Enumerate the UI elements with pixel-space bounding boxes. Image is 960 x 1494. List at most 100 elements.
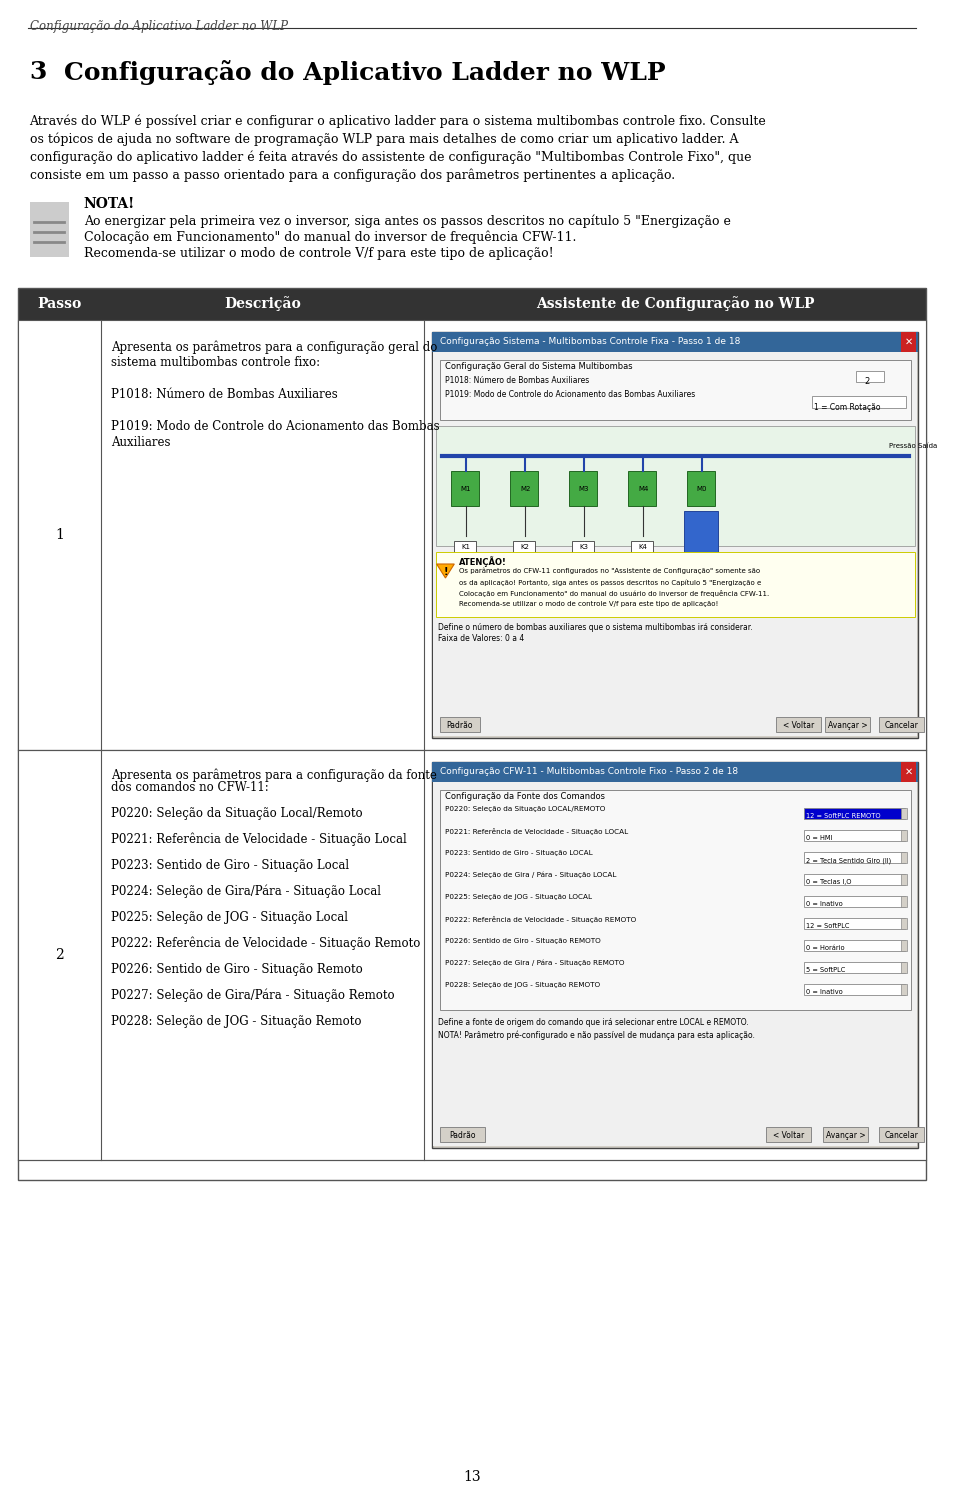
Bar: [511, 471, 538, 506]
Text: 3: 3: [30, 60, 47, 84]
Text: Apresenta os parâmetros para a configuração geral do: Apresenta os parâmetros para a configura…: [111, 341, 438, 354]
Text: Recomenda-se utilizar o modo de controle V/f para este tipo de aplicação!: Recomenda-se utilizar o modo de controle…: [459, 601, 719, 607]
Text: Configuração Geral do Sistema Multibombas: Configuração Geral do Sistema Multibomba…: [445, 362, 633, 371]
Text: < Voltar: < Voltar: [782, 720, 814, 729]
Text: P0227: Seleção de Gira/Pára - Situação Remoto: P0227: Seleção de Gira/Pára - Situação R…: [111, 989, 395, 1002]
Text: os da aplicação! Portanto, siga antes os passos descritos no Capítulo 5 "Energiz: os da aplicação! Portanto, siga antes os…: [459, 580, 761, 586]
Bar: [812, 396, 905, 408]
Bar: [900, 896, 906, 907]
Text: P0227: Seleção de Gira / Pára - Situação REMOTO: P0227: Seleção de Gira / Pára - Situação…: [445, 961, 625, 967]
Text: 2 = Tecla Sentido Giro (II): 2 = Tecla Sentido Giro (II): [806, 858, 892, 864]
Text: Define a fonte de origem do comando que irá selecionar entre LOCAL e REMOTO.: Define a fonte de origem do comando que …: [438, 1017, 749, 1026]
Text: P1019: Modo de Controle do Acionamento das Bombas Auxiliares: P1019: Modo de Controle do Acionamento d…: [445, 390, 696, 399]
Bar: [900, 852, 906, 864]
Text: M2: M2: [520, 486, 530, 492]
Bar: [900, 985, 906, 995]
Bar: [804, 808, 904, 819]
Bar: [825, 717, 871, 732]
Bar: [900, 762, 917, 781]
Bar: [687, 471, 715, 506]
Bar: [440, 360, 911, 420]
Text: Configuração CFW-11 - Multibombas Controle Fixo - Passo 2 de 18: Configuração CFW-11 - Multibombas Contro…: [440, 768, 737, 777]
Bar: [804, 896, 904, 907]
Bar: [440, 1126, 485, 1141]
Text: P0226: Sentido de Giro - Situação Remoto: P0226: Sentido de Giro - Situação Remoto: [111, 964, 363, 976]
Text: M4: M4: [637, 486, 648, 492]
Bar: [879, 717, 924, 732]
Text: 0 = Horário: 0 = Horário: [806, 946, 845, 952]
Text: ATENÇÃO!: ATENÇÃO!: [459, 556, 507, 566]
Text: ✕: ✕: [904, 338, 913, 347]
Text: 0 = Teclas I,O: 0 = Teclas I,O: [806, 878, 852, 884]
Text: P0221: Referência de Velocidade - Situação Local: P0221: Referência de Velocidade - Situaç…: [111, 834, 407, 847]
Text: P0225: Seleção de JOG - Situação LOCAL: P0225: Seleção de JOG - Situação LOCAL: [445, 893, 592, 899]
Text: 5 = SoftPLC: 5 = SoftPLC: [806, 967, 846, 973]
Text: Configuração do Aplicativo Ladder no WLP: Configuração do Aplicativo Ladder no WLP: [64, 60, 665, 85]
Text: consiste em um passo a passo orientado para a configuração dos parâmetros pertin: consiste em um passo a passo orientado p…: [30, 169, 675, 182]
Text: NOTA!: NOTA!: [84, 197, 134, 211]
Bar: [776, 717, 821, 732]
Bar: [804, 940, 904, 952]
Text: P0223: Sentido de Giro - Situação Local: P0223: Sentido de Giro - Situação Local: [111, 859, 349, 872]
Bar: [804, 985, 904, 995]
Bar: [900, 808, 906, 819]
Text: Os parâmetros do CFW-11 configurados no "Assistente de Configuração" somente são: Os parâmetros do CFW-11 configurados no …: [459, 568, 760, 575]
Text: Avançar >: Avançar >: [826, 1131, 866, 1140]
Text: 2: 2: [55, 949, 64, 962]
Text: Configuração do Aplicativo Ladder no WLP: Configuração do Aplicativo Ladder no WLP: [30, 19, 287, 33]
Bar: [17, 288, 926, 320]
Text: P0220: Seleção da Situação LOCAL/REMOTO: P0220: Seleção da Situação LOCAL/REMOTO: [445, 805, 606, 813]
Text: P0224: Seleção de Gira / Pára - Situação LOCAL: P0224: Seleção de Gira / Pára - Situação…: [445, 872, 617, 878]
Text: Cancelar: Cancelar: [885, 720, 919, 729]
Bar: [17, 288, 926, 1180]
Bar: [440, 790, 911, 1010]
Bar: [440, 717, 480, 732]
Bar: [454, 541, 476, 556]
Text: Colocação em Funcionamento" do manual do inversor de frequência CFW-11.: Colocação em Funcionamento" do manual do…: [84, 232, 576, 245]
Text: Faixa de Valores: 0 a 4: Faixa de Valores: 0 a 4: [438, 633, 524, 642]
Text: P0226: Sentido de Giro - Situação REMOTO: P0226: Sentido de Giro - Situação REMOTO: [445, 938, 601, 944]
Bar: [856, 371, 884, 382]
Text: Descrição: Descrição: [225, 296, 300, 311]
Bar: [804, 874, 904, 884]
Bar: [30, 202, 69, 257]
Text: dos comandos no CFW-11:: dos comandos no CFW-11:: [111, 781, 269, 793]
Text: P0225: Seleção de JOG - Situação Local: P0225: Seleção de JOG - Situação Local: [111, 911, 348, 923]
Text: 0 = Inativo: 0 = Inativo: [806, 901, 843, 907]
Bar: [432, 762, 919, 1147]
Text: Ao energizar pela primeira vez o inversor, siga antes os passos descritos no cap: Ao energizar pela primeira vez o inverso…: [84, 215, 731, 229]
Text: !: !: [444, 568, 447, 577]
Text: M1: M1: [461, 486, 471, 492]
Text: Apresenta os parâmetros para a configuração da fonte: Apresenta os parâmetros para a configura…: [111, 768, 437, 781]
Bar: [804, 917, 904, 929]
Text: < Voltar: < Voltar: [773, 1131, 804, 1140]
Text: Recomenda-se utilizar o modo de controle V/f para este tipo de aplicação!: Recomenda-se utilizar o modo de controle…: [84, 247, 553, 260]
Text: Define o número de bombas auxiliares que o sistema multibombas irá considerar.: Define o número de bombas auxiliares que…: [438, 623, 753, 632]
Bar: [17, 750, 926, 1159]
Bar: [900, 917, 906, 929]
Text: K2: K2: [520, 544, 530, 550]
Bar: [804, 831, 904, 841]
Text: P0222: Referência de Velocidade - Situação Remoto: P0222: Referência de Velocidade - Situaç…: [111, 937, 420, 950]
Bar: [900, 940, 906, 952]
Text: Padrão: Padrão: [446, 720, 473, 729]
Text: P1018: Número de Bombas Auxiliares: P1018: Número de Bombas Auxiliares: [445, 376, 589, 385]
Text: P1018: Número de Bombas Auxiliares: P1018: Número de Bombas Auxiliares: [111, 388, 338, 400]
Text: P1019: Modo de Controle do Acionamento das Bombas: P1019: Modo de Controle do Acionamento d…: [111, 420, 440, 433]
Text: K1: K1: [462, 544, 470, 550]
Polygon shape: [437, 565, 454, 578]
Text: P0223: Sentido de Giro - Situação LOCAL: P0223: Sentido de Giro - Situação LOCAL: [445, 850, 593, 856]
Bar: [569, 471, 597, 506]
Bar: [17, 320, 926, 750]
Text: 0 = HMI: 0 = HMI: [806, 835, 832, 841]
Bar: [436, 426, 915, 545]
Text: P0220: Seleção da Situação Local/Remoto: P0220: Seleção da Situação Local/Remoto: [111, 807, 363, 820]
Text: P0222: Referência de Velocidade - Situação REMOTO: P0222: Referência de Velocidade - Situaç…: [445, 916, 636, 923]
Text: ✕: ✕: [904, 766, 913, 777]
Bar: [900, 962, 906, 973]
Text: 1 = Com Rotação: 1 = Com Rotação: [814, 403, 880, 412]
Bar: [684, 511, 718, 556]
Text: P0228: Seleção de JOG - Situação Remoto: P0228: Seleção de JOG - Situação Remoto: [111, 1014, 362, 1028]
Bar: [451, 471, 479, 506]
Bar: [632, 541, 653, 556]
